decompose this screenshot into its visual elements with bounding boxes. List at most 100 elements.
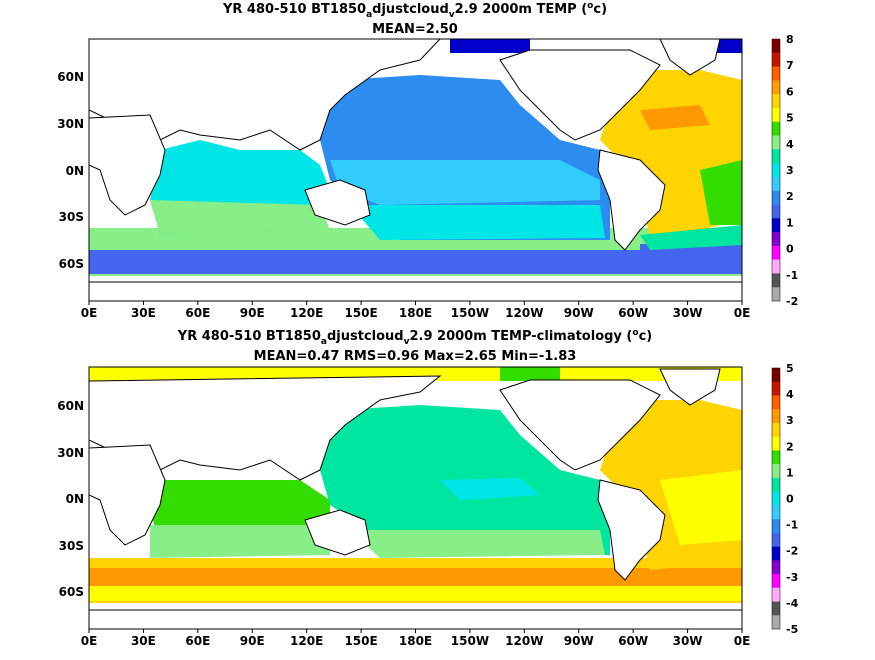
colorbar-label: 8 [786,33,794,46]
map-bottom-land-south-america [597,479,666,581]
colorbar-swatch [772,491,780,506]
map-bottom-arctic-green [500,367,560,381]
map-top-y-ticks: 60N 30N 0N 30S 60S [57,70,84,271]
xtick-label: 120W [505,634,543,648]
colorbar-swatch [772,436,780,451]
map-top-antarctic-deep [89,250,649,274]
colorbar-swatch [772,80,780,95]
xtick-label: 60E [185,306,210,320]
xtick-label: 120W [505,306,543,320]
colorbar-swatch [772,259,780,274]
map-top-land-south-america [597,149,666,251]
xtick-label: 30E [131,306,156,320]
colorbar-swatch [772,232,780,247]
colorbar-label: -5 [786,623,798,636]
colorbar-label: 1 [786,466,794,479]
map-bottom-pacific-south [350,530,605,558]
panel-bottom-subtitle: MEAN=0.47 RMS=0.96 Max=2.65 Min=-1.83 [254,349,577,364]
ytick-label: 60S [59,257,84,271]
xtick-label: 30W [673,634,703,648]
xtick-label: 0E [734,306,751,320]
colorbar-label: -2 [786,545,798,558]
xtick-label: 150W [451,634,489,648]
colorbar-label: -1 [786,519,798,532]
panel-top: YR 480-510 BT1850adjustcloudv2.9 2000m T… [57,1,798,320]
colorbar-swatch [772,395,780,410]
xtick-label: 120E [290,634,323,648]
colorbar-swatch [772,135,780,150]
colorbar-label: 4 [786,138,794,151]
xtick-label: 150E [344,306,377,320]
xtick-label: 60E [185,634,210,648]
map-top-land-africa [89,114,166,216]
colorbar-label: 1 [786,216,794,229]
colorbar-label: -4 [786,597,799,610]
colorbar-label: 0 [786,493,794,506]
colorbar-swatch [772,560,780,575]
map-top-land-antarctica [89,281,742,301]
xtick-label: 120E [290,306,323,320]
xtick-label: 60W [618,306,648,320]
map-top-land-australia [304,179,371,226]
ytick-label: 60N [57,399,84,413]
xtick-label: 0E [81,634,98,648]
xtick-label: 150W [451,306,489,320]
colorbar-swatch [772,218,780,233]
map-top-atlantic-warm [640,105,710,130]
colorbar-swatch [772,532,780,547]
colorbar-swatch [772,368,780,383]
map-bottom-land-antarctica [89,609,742,629]
map-bottom-pacific-cool [440,478,540,500]
map-top-x-ticks: 0E 30E 60E 90E 120E 150E 180E 150W 120W 90W 60W 30W… [81,301,751,320]
colorbar-swatch [772,546,780,561]
colorbar-swatch [772,94,780,109]
colorbar-swatch [772,52,780,67]
colorbar-label: -2 [786,295,798,308]
xtick-label: 90E [240,634,265,648]
panel-bottom: YR 480-510 BT1850adjustcloudv2.9 2000m T… [57,328,798,648]
ytick-label: 60N [57,70,84,84]
colorbar-swatch [772,121,780,136]
ytick-label: 30N [57,117,84,131]
ytick-label: 30S [59,210,84,224]
colorbar-label: 7 [786,59,794,72]
colorbar-swatch [772,190,780,205]
colorbar-swatch [772,615,780,630]
ytick-label: 30S [59,539,84,553]
xtick-label: 180E [399,306,432,320]
map-bottom-indian-south [150,525,330,558]
colorbar-frame [771,367,781,630]
map-bottom-land-greenland [659,368,721,406]
map-bottom-arctic-ocean [89,367,742,381]
ytick-label: 60S [59,585,84,599]
colorbar-swatch [772,66,780,81]
xtick-label: 30W [673,306,703,320]
colorbar-label: -3 [786,571,798,584]
colorbar-top: 8 7 6 5 4 3 2 1 0 -1 -2 [771,33,798,308]
colorbar-swatch [772,287,780,302]
colorbar-swatch [772,381,780,396]
map-top-land [89,39,742,301]
colorbar-swatch [772,176,780,191]
colorbar-swatch [772,601,780,616]
colorbar-label: 0 [786,243,794,256]
colorbar-bottom: 5 4 3 2 1 0 -1 -2 -3 -4 -5 [771,362,799,636]
panel-top-title: YR 480-510 BT1850adjustcloudv2.9 2000m T… [222,1,607,20]
colorbar-swatch [772,409,780,424]
map-bottom-southern-yellow [89,586,742,601]
map-top [89,39,742,301]
map-bottom-land-north-america [499,379,661,471]
colorbar-label: -1 [786,269,798,282]
colorbar-swatch [772,574,780,589]
xtick-label: 90E [240,306,265,320]
colorbar-label: 5 [786,112,794,125]
colorbar-swatch [772,587,780,602]
colorbar-label: 3 [786,414,794,427]
colorbar-swatch [772,464,780,479]
colorbar-label: 6 [786,85,794,98]
map-top-land-north-america [499,49,661,141]
map-bottom-land [89,368,742,629]
colorbar-label: 3 [786,164,794,177]
xtick-label: 0E [81,306,98,320]
